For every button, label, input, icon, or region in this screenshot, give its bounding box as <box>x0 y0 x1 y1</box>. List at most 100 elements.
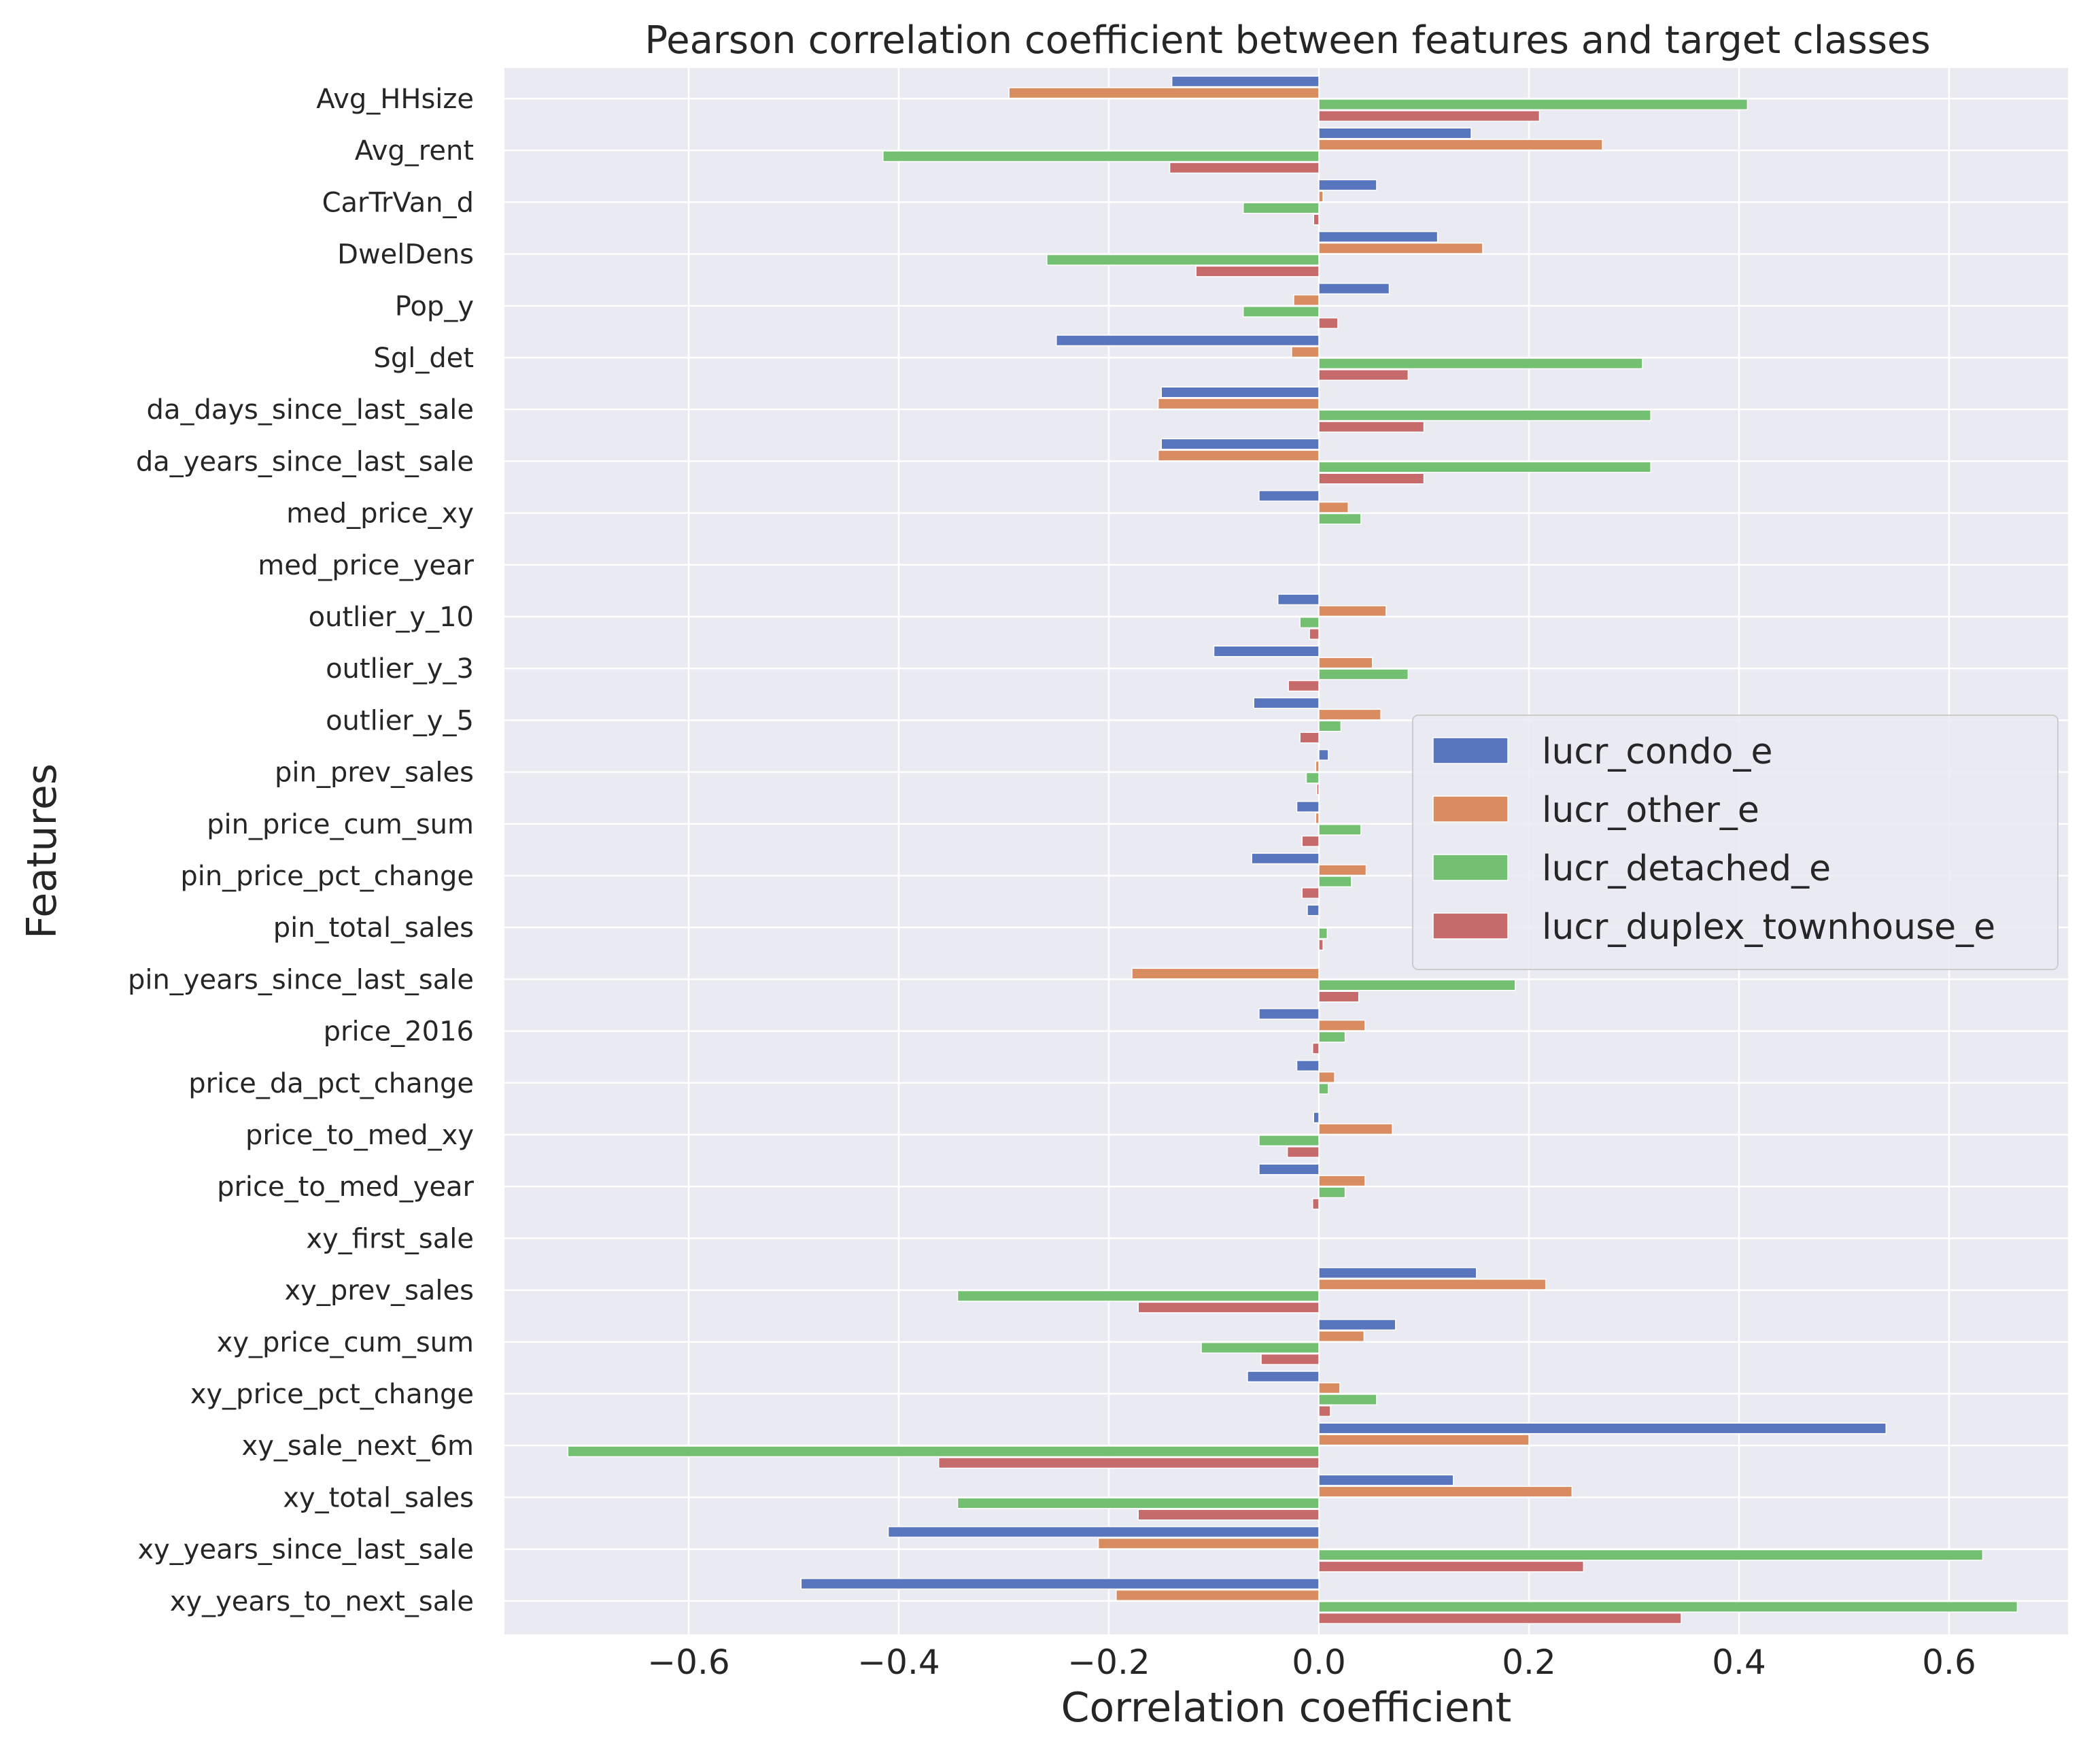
x-tick-label: −0.2 <box>1067 1643 1150 1682</box>
legend-swatch <box>1432 912 1509 940</box>
y-tick-label: outlier_y_3 <box>326 653 474 685</box>
y-tick-label: pin_total_sales <box>273 912 474 944</box>
bar-lucr_detached_e <box>1318 1186 1346 1199</box>
bars <box>567 75 2018 1624</box>
legend-label: lucr_other_e <box>1542 790 1759 831</box>
bar-lucr_condo_e <box>1318 127 1472 139</box>
bar-lucr_detached_e <box>1318 358 1643 370</box>
bar-lucr_other_e <box>1293 294 1320 306</box>
y-tick-label: Sgl_det <box>373 343 474 374</box>
x-tick-labels: −0.6 −0.4 −0.2 0.0 0.2 0.4 0.6 <box>647 1643 1976 1682</box>
y-tick-label: da_days_since_last_sale <box>147 394 474 426</box>
bar-lucr_other_e <box>1318 605 1387 617</box>
bar-lucr_condo_e <box>1258 1008 1320 1020</box>
bar-lucr_condo_e <box>1247 1371 1320 1383</box>
bar-lucr_other_e <box>1318 1278 1547 1290</box>
y-tick-label: xy_first_sale <box>306 1223 474 1254</box>
bar-lucr_duplex_townhouse_e <box>1288 680 1320 692</box>
bar-lucr_condo_e <box>1277 594 1320 606</box>
bar-lucr_condo_e <box>1318 1422 1887 1435</box>
bar-lucr_duplex_townhouse_e <box>1318 317 1339 329</box>
y-tick-label: med_price_year <box>258 550 474 581</box>
bar-lucr_duplex_townhouse_e <box>1309 628 1320 640</box>
chart-title: Pearson correlation coefficient between … <box>644 18 1930 63</box>
bar-lucr_detached_e <box>1318 1031 1346 1043</box>
bar-lucr_condo_e <box>1318 179 1377 191</box>
y-tick-label: price_2016 <box>324 1016 474 1048</box>
bar-lucr_condo_e <box>1251 853 1320 865</box>
legend-frame <box>1412 715 2059 970</box>
bar-lucr_detached_e <box>957 1497 1320 1509</box>
bar-lucr_condo_e <box>1171 75 1320 88</box>
bar-lucr_duplex_townhouse_e <box>1318 110 1540 122</box>
bar-lucr_other_e <box>1097 1537 1320 1549</box>
bar-lucr_other_e <box>1116 1589 1320 1601</box>
bar-lucr_detached_e <box>1318 1082 1329 1095</box>
bar-lucr_other_e <box>1291 346 1320 358</box>
bar-lucr_condo_e <box>887 1526 1320 1538</box>
bar-lucr_condo_e <box>1318 1319 1396 1331</box>
legend-swatch <box>1432 854 1509 881</box>
bar-lucr_condo_e <box>1318 749 1329 761</box>
bar-lucr_duplex_townhouse_e <box>1301 887 1320 899</box>
bar-lucr_condo_e <box>1318 283 1390 295</box>
y-tick-label: price_to_med_xy <box>245 1120 474 1151</box>
x-tick-label: 0.6 <box>1922 1643 1976 1682</box>
bar-lucr_detached_e <box>1258 1135 1320 1147</box>
bar-lucr_detached_e <box>882 150 1320 162</box>
y-tick-label: outlier_y_10 <box>309 602 474 633</box>
bar-lucr_other_e <box>1157 398 1320 410</box>
bar-lucr_other_e <box>1318 190 1324 203</box>
bar-lucr_detached_e <box>1046 254 1320 266</box>
bar-lucr_other_e <box>1315 812 1320 824</box>
y-tick-label: da_years_since_last_sale <box>136 446 474 477</box>
y-tick-label: pin_price_cum_sum <box>207 809 474 840</box>
y-tick-label: price_to_med_year <box>217 1171 474 1203</box>
x-tick-label: 0.0 <box>1292 1643 1346 1682</box>
bar-lucr_detached_e <box>567 1445 1320 1458</box>
y-tick-label: med_price_xy <box>286 498 474 530</box>
bar-lucr_condo_e <box>1296 801 1320 813</box>
bar-lucr_detached_e <box>1299 617 1320 629</box>
bar-lucr_duplex_townhouse_e <box>1318 369 1409 381</box>
bar-lucr_detached_e <box>957 1290 1320 1302</box>
bar-lucr_other_e <box>1157 449 1320 462</box>
bar-lucr_condo_e <box>1253 697 1320 709</box>
bar-lucr_detached_e <box>1318 513 1362 525</box>
bar-lucr_duplex_townhouse_e <box>1316 783 1320 795</box>
bar-lucr_condo_e <box>1160 438 1320 450</box>
bar-lucr_duplex_townhouse_e <box>1137 1509 1320 1521</box>
bar-lucr_condo_e <box>1160 386 1320 398</box>
bar-lucr_duplex_townhouse_e <box>1311 1198 1320 1210</box>
bar-lucr_detached_e <box>1201 1341 1320 1354</box>
bar-lucr_condo_e <box>1213 645 1320 657</box>
bar-lucr_duplex_townhouse_e <box>1313 213 1320 226</box>
y-tick-label: price_da_pct_change <box>188 1068 474 1099</box>
bar-lucr_duplex_townhouse_e <box>1318 991 1360 1003</box>
bar-lucr_other_e <box>1318 1485 1573 1498</box>
bar-lucr_detached_e <box>1318 99 1749 111</box>
y-tick-labels: Avg_HHsize Avg_rent CarTrVan_d DwelDens Pop_… <box>128 84 475 1617</box>
bar-lucr_other_e <box>1318 242 1483 254</box>
bar-lucr_detached_e <box>1318 979 1516 991</box>
bar-lucr_duplex_townhouse_e <box>937 1457 1320 1469</box>
bar-lucr_detached_e <box>1318 1600 2018 1613</box>
bar-lucr_condo_e <box>1056 334 1320 347</box>
bar-lucr_detached_e <box>1318 1549 1984 1561</box>
y-tick-label: Avg_rent <box>355 135 474 167</box>
bar-lucr_detached_e <box>1318 720 1342 732</box>
legend: lucr_condo_e lucr_other_e lucr_detached_el… <box>1412 715 2059 970</box>
bar-lucr_other_e <box>1318 864 1367 876</box>
bar-lucr_other_e <box>1318 1019 1366 1031</box>
bar-lucr_other_e <box>1318 1123 1393 1135</box>
grid <box>504 68 2068 1634</box>
bar-lucr_other_e <box>1008 87 1320 99</box>
x-tick-label: 0.2 <box>1502 1643 1556 1682</box>
bar-lucr_other_e <box>1318 1434 1530 1446</box>
bar-lucr_duplex_townhouse_e <box>1301 835 1320 847</box>
bar-lucr_other_e <box>1318 1071 1335 1083</box>
bar-lucr_duplex_townhouse_e <box>1260 1353 1320 1365</box>
y-tick-label: pin_years_since_last_sale <box>128 964 474 995</box>
bar-lucr_duplex_townhouse_e <box>1318 1560 1585 1573</box>
